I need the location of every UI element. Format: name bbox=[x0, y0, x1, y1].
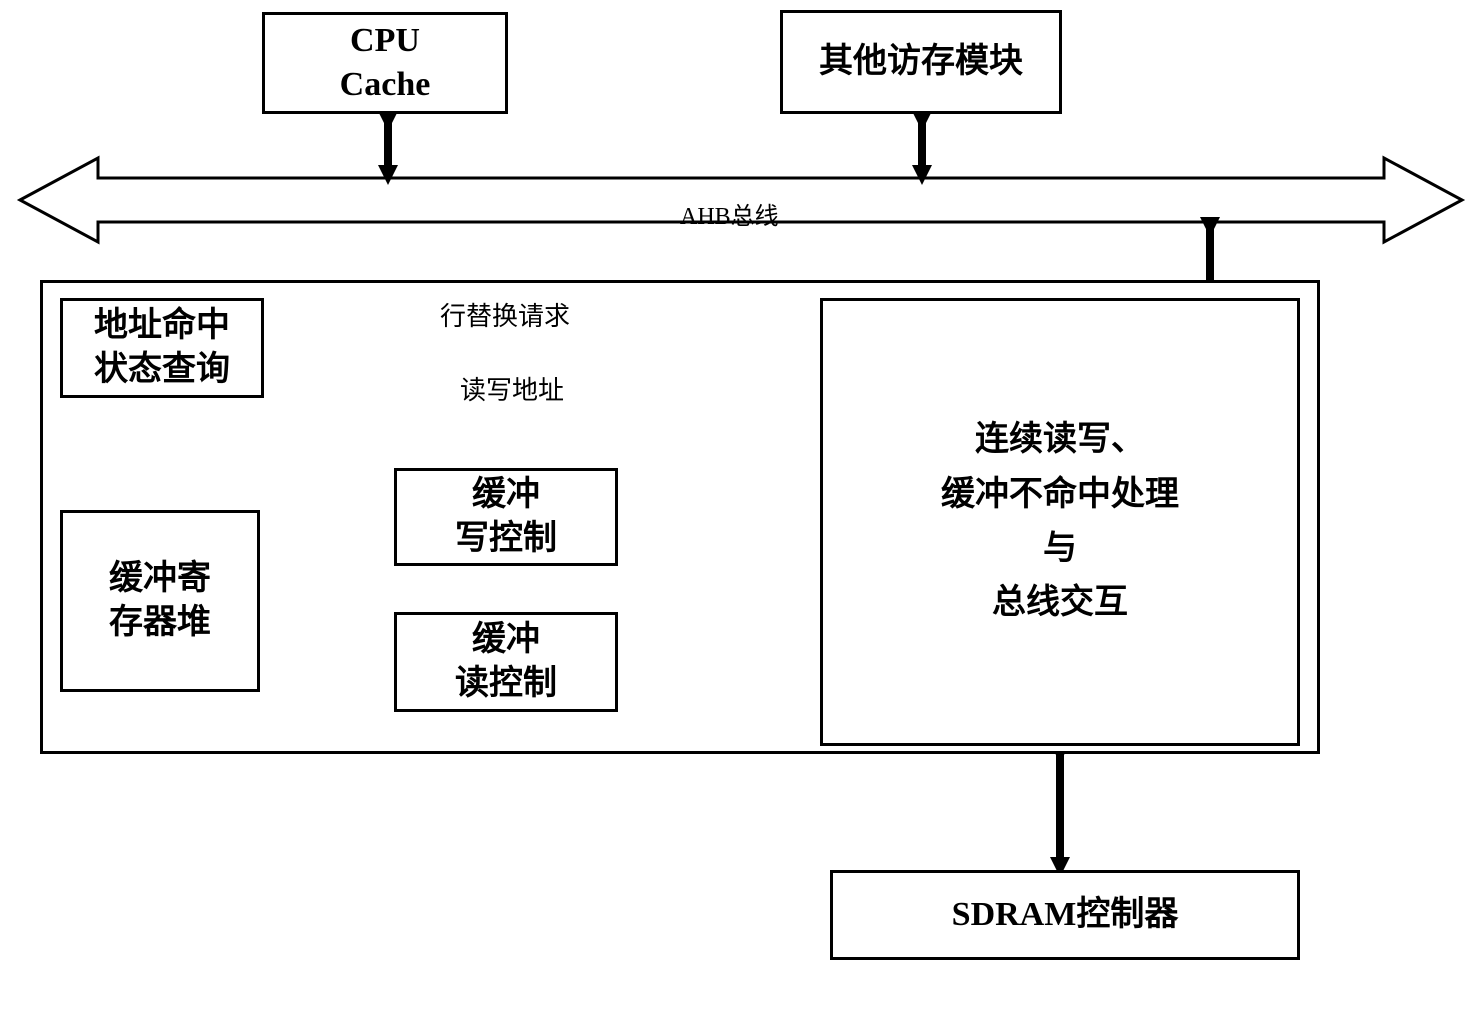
cpu-cache-box: CPU Cache bbox=[262, 12, 508, 114]
buf-write-box: 缓冲 写控制 bbox=[394, 468, 618, 566]
other-module-box: 其他访存模块 bbox=[780, 10, 1062, 114]
cpu-line2: Cache bbox=[340, 63, 431, 107]
bufwrite-l1: 缓冲 bbox=[455, 473, 557, 517]
mainright-l3: 与 bbox=[941, 522, 1179, 576]
mainright-l1: 连续读写、 bbox=[941, 413, 1179, 467]
mainright-l4: 总线交互 bbox=[941, 576, 1179, 630]
addr-hit-box: 地址命中 状态查询 bbox=[60, 298, 264, 398]
addr-hit-l2: 状态查询 bbox=[94, 348, 230, 392]
bufread-l1: 缓冲 bbox=[455, 618, 557, 662]
main-right-box: 连续读写、 缓冲不命中处理 与 总线交互 bbox=[820, 298, 1300, 746]
bufreg-l2: 存器堆 bbox=[109, 601, 211, 645]
bufreg-l1: 缓冲寄 bbox=[109, 557, 211, 601]
cpu-line1: CPU bbox=[340, 19, 431, 63]
sdram-box: SDRAM控制器 bbox=[830, 870, 1300, 960]
buf-read-box: 缓冲 读控制 bbox=[394, 612, 618, 712]
bufwrite-l2: 写控制 bbox=[455, 517, 557, 561]
row-replace-label: 行替换请求 bbox=[440, 296, 570, 333]
rw-addr-label: 读写地址 bbox=[460, 370, 564, 407]
other-text: 其他访存模块 bbox=[819, 40, 1023, 84]
ahb-bus-label: AHB总线 bbox=[680, 196, 779, 231]
mainright-l2: 缓冲不命中处理 bbox=[941, 468, 1179, 522]
addr-hit-l1: 地址命中 bbox=[94, 304, 230, 348]
bufread-l2: 读控制 bbox=[455, 662, 557, 706]
buffer-reg-box: 缓冲寄 存器堆 bbox=[60, 510, 260, 692]
sdram-text: SDRAM控制器 bbox=[952, 893, 1179, 937]
